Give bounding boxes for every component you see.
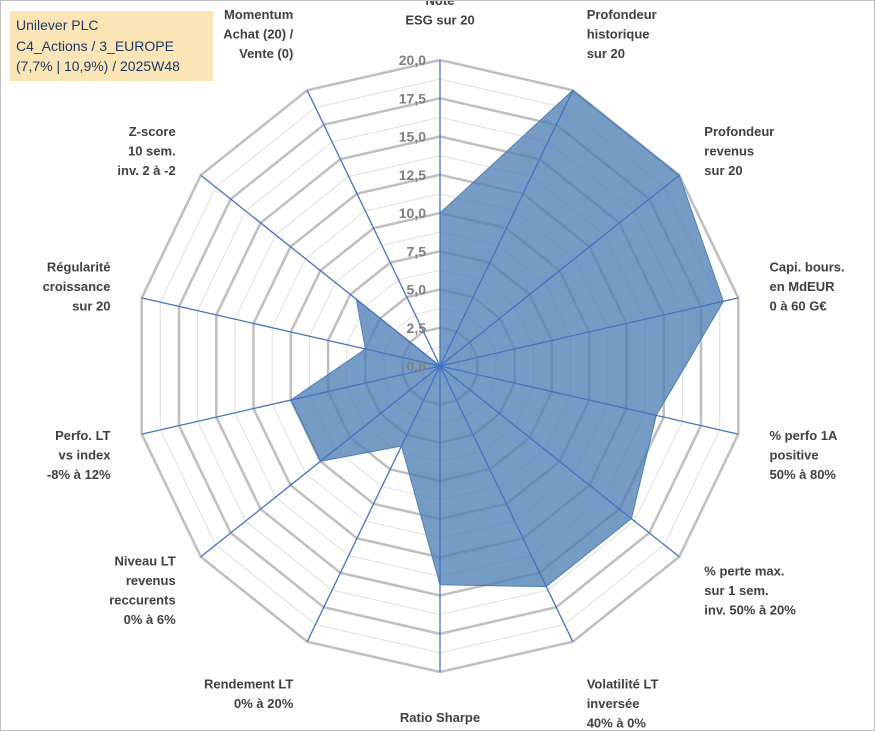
spoke-capi-bours: [439, 297, 739, 367]
axis-label-perte-max: % perte max. sur 1 sem. inv. 50% à 20%: [704, 564, 796, 618]
spoke-volatilite-lt: [439, 365, 574, 642]
tick-label: 7,5: [407, 243, 427, 259]
axis-label-volatilite-lt: Volatilité LT inversée 40% à 0%: [587, 677, 659, 731]
axis-label-momentum: Momentum Achat (20) / Vente (0): [223, 7, 293, 61]
title-company: Unilever PLC: [16, 17, 99, 33]
title-category: C4_Actions / 3_EUROPE: [16, 37, 174, 54]
axis-spokes: [141, 60, 739, 672]
tick-label: 0,0: [407, 358, 427, 374]
tick-label: 15,0: [399, 129, 426, 145]
spoke-niveau-lt-revenus: [200, 365, 441, 558]
axis-label-perfo-lt-vs-index: Perfo. LT vs index -8% à 12%: [47, 428, 111, 482]
spoke-perfo-lt-vs-index: [141, 365, 441, 435]
title-perf: (7,7% | 10,9%) / 2025W48: [16, 58, 180, 74]
axis-label-note-esg: NoteESG sur 20: [405, 1, 474, 28]
chart-title-box: Unilever PLC C4_Actions / 3_EUROPE (7,7%…: [10, 11, 213, 81]
tick-label: 20,0: [399, 52, 426, 68]
axis-label-regularite-croissance: Régularité croissance sur 20: [43, 260, 111, 314]
tick-label: 12,5: [399, 167, 426, 183]
axis-label-profondeur-revenus: Profondeur revenus sur 20: [704, 124, 774, 178]
tick-label: 5,0: [407, 282, 427, 298]
spoke-z-score: [200, 174, 441, 367]
axis-label-niveau-lt-revenus: Niveau LT revenus reccurents 0% à 6%: [109, 554, 176, 628]
axis-label-capi-bours: Capi. bours. en MdEUR 0 à 60 G€: [770, 260, 845, 314]
spoke-perfo-1a-positive: [439, 365, 739, 435]
spoke-profondeur-revenus: [439, 174, 680, 367]
axis-label-ratio-sharpe: Ratio Sharpe0 à 1: [400, 710, 480, 730]
tick-label: 10,0: [399, 205, 426, 221]
tick-label: 17,5: [399, 90, 426, 106]
radial-tick-labels: 0,0 2,5 5,0 7,5 10,0 12,5 15,0 17,5 20,0: [399, 52, 426, 374]
axis-label-perfo-1a-positive: % perfo 1A positive 50% à 80%: [770, 428, 839, 482]
spoke-momentum: [306, 90, 441, 367]
spoke-rendement-lt: [306, 365, 441, 642]
axis-label-z-score: Z-score 10 sem. inv. 2 à -2: [117, 124, 175, 178]
spoke-regularite-croissance: [141, 297, 441, 367]
spoke-profondeur-historique: [439, 90, 574, 367]
tick-label: 2,5: [407, 320, 427, 336]
spoke-perte-max: [439, 365, 680, 558]
axis-label-rendement-lt: Rendement LT 0% à 20%: [204, 677, 294, 712]
axis-label-profondeur-historique: Profondeur historique sur 20: [587, 7, 657, 61]
